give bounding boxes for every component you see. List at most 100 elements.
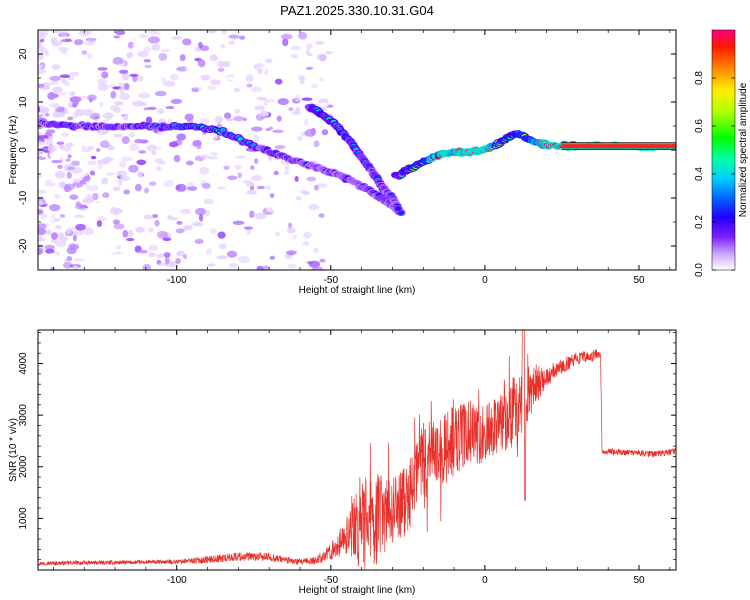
noise-speckle: [49, 80, 60, 85]
noise-speckle: [266, 205, 278, 213]
noise-speckle: [257, 68, 263, 74]
noise-speckle: [38, 173, 43, 179]
noise-speckle: [182, 32, 191, 36]
noise-speckle: [298, 31, 308, 40]
noise-speckle: [122, 114, 129, 121]
noise-speckle: [233, 87, 241, 93]
noise-speckle: [110, 90, 117, 99]
noise-speckle: [243, 226, 254, 230]
noise-speckle: [84, 41, 96, 46]
noise-speckle: [156, 160, 167, 165]
x-tick-label: -100: [167, 275, 187, 286]
noise-speckle: [111, 177, 121, 182]
noise-speckle: [196, 148, 207, 154]
noise-speckle: [94, 119, 99, 123]
noise-speckle: [135, 201, 147, 205]
noise-speckle: [225, 118, 234, 122]
noise-speckle: [94, 232, 101, 240]
noise-speckle: [294, 176, 299, 182]
noise-speckle: [253, 51, 260, 57]
noise-speckle: [113, 133, 123, 138]
noise-speckle: [290, 45, 301, 51]
noise-speckle: [245, 182, 255, 187]
noise-speckle: [69, 194, 79, 200]
noise-speckle: [299, 77, 305, 85]
noise-speckle: [43, 216, 55, 224]
noise-speckle: [233, 115, 245, 122]
noise-speckle: [304, 118, 309, 126]
noise-speckle: [265, 185, 271, 191]
noise-speckle: [127, 41, 134, 49]
noise-speckle: [86, 145, 95, 151]
noise-speckle: [63, 261, 73, 269]
noise-speckle: [207, 156, 219, 160]
noise-speckle: [142, 263, 152, 270]
noise-speckle: [38, 140, 45, 146]
noise-speckle: [66, 166, 76, 171]
noise-speckle: [48, 253, 58, 257]
noise-speckle: [216, 186, 227, 190]
noise-speckle: [272, 129, 284, 133]
noise-speckle: [49, 75, 61, 81]
noise-speckle: [128, 229, 134, 238]
y-tick-label: 1000: [18, 507, 29, 530]
noise-speckle: [180, 208, 192, 215]
noise-speckle: [316, 53, 327, 61]
y-axis-ticks: 1000 2000 3000 4000: [18, 332, 676, 561]
noise-speckle: [221, 30, 228, 35]
noise-speckle: [210, 228, 217, 234]
noise-speckle: [118, 86, 125, 94]
noise-speckle: [38, 64, 44, 68]
noise-speckle: [251, 199, 257, 203]
noise-speckle: [176, 220, 183, 225]
noise-speckle: [227, 175, 238, 181]
y-tick-label: 0: [18, 147, 29, 153]
noise-speckle: [70, 160, 80, 167]
noise-speckle: [163, 252, 171, 258]
noise-speckle: [72, 234, 77, 242]
noise-speckle: [256, 185, 266, 190]
noise-speckle: [228, 34, 240, 39]
noise-speckle: [199, 166, 210, 175]
noise-speckle: [115, 30, 126, 36]
noise-speckle: [102, 157, 114, 162]
noise-speckle: [90, 155, 97, 160]
noise-speckle: [81, 149, 91, 153]
noise-speckle: [113, 35, 120, 39]
noise-speckle: [122, 229, 129, 238]
noise-speckle: [116, 170, 128, 177]
noise-speckle: [217, 231, 226, 239]
noise-speckle: [89, 170, 96, 176]
noise-speckle: [101, 71, 109, 79]
noise-speckle: [199, 117, 210, 125]
noise-speckle: [96, 220, 103, 228]
noise-speckle: [220, 44, 226, 49]
noise-speckle: [50, 93, 59, 99]
noise-speckle: [101, 177, 109, 185]
noise-speckle: [38, 68, 46, 75]
noise-speckle: [186, 117, 193, 125]
noise-speckle: [151, 149, 157, 156]
track-cell: [398, 210, 405, 216]
noise-speckle: [198, 213, 204, 222]
noise-speckle: [282, 38, 289, 47]
colorbar-gradient: [712, 30, 735, 270]
noise-speckle: [262, 111, 270, 117]
noise-speckle: [52, 111, 60, 118]
noise-speckle: [52, 86, 63, 94]
noise-speckle: [198, 41, 203, 49]
noise-speckle: [71, 230, 84, 236]
noise-speckle: [165, 106, 175, 110]
noise-speckle: [57, 164, 63, 169]
noise-speckle: [207, 263, 216, 267]
noise-speckle: [54, 170, 66, 179]
noise-speckle: [69, 91, 76, 97]
noise-speckle: [171, 213, 179, 218]
noise-speckle: [152, 214, 159, 219]
noise-speckle: [276, 115, 282, 122]
noise-speckle: [308, 203, 320, 211]
signal-tracks: [38, 103, 676, 217]
noise-speckle: [129, 143, 140, 152]
noise-speckle: [95, 148, 101, 152]
noise-speckle: [293, 215, 301, 223]
